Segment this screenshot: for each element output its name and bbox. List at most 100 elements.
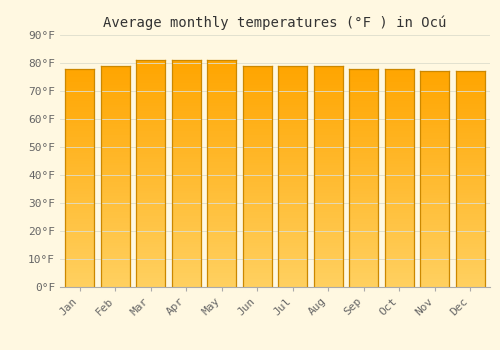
Bar [385, 273, 414, 276]
Bar [420, 211, 450, 214]
Bar [314, 220, 343, 223]
Bar [65, 148, 94, 150]
Bar [385, 240, 414, 243]
Bar [456, 222, 485, 225]
Bar [242, 135, 272, 138]
Bar [456, 79, 485, 82]
Bar [172, 91, 200, 94]
Bar [242, 190, 272, 193]
Bar [242, 188, 272, 190]
Bar [456, 109, 485, 112]
Bar [136, 77, 165, 80]
Bar [207, 171, 236, 174]
Bar [350, 265, 378, 268]
Bar [456, 228, 485, 230]
Bar [65, 79, 94, 82]
Bar [385, 279, 414, 281]
Bar [385, 153, 414, 156]
Bar [420, 249, 450, 252]
Bar [420, 109, 450, 112]
Bar [420, 268, 450, 271]
Bar [456, 187, 485, 190]
Bar [65, 74, 94, 77]
Bar [278, 190, 308, 193]
Bar [136, 122, 165, 125]
Bar [456, 106, 485, 109]
Bar [420, 133, 450, 136]
Bar [456, 203, 485, 206]
Bar [456, 220, 485, 222]
Bar [242, 271, 272, 273]
Bar [172, 83, 200, 86]
Bar [136, 253, 165, 256]
Bar [136, 159, 165, 162]
Bar [172, 120, 200, 122]
Bar [456, 217, 485, 220]
Bar [207, 216, 236, 219]
Bar [65, 257, 94, 260]
Bar [136, 236, 165, 239]
Bar [278, 135, 308, 138]
Bar [207, 219, 236, 222]
Bar [314, 232, 343, 235]
Bar [420, 179, 450, 182]
Bar [350, 202, 378, 205]
Bar [420, 144, 450, 147]
Bar [172, 259, 200, 261]
Bar [100, 88, 130, 91]
Bar [385, 211, 414, 213]
Bar [136, 279, 165, 281]
Bar [456, 122, 485, 125]
Bar [420, 252, 450, 255]
Bar [278, 113, 308, 116]
Bar [136, 151, 165, 154]
Bar [172, 270, 200, 273]
Bar [420, 284, 450, 287]
Bar [456, 284, 485, 287]
Bar [242, 66, 272, 69]
Bar [420, 195, 450, 198]
Bar [385, 222, 414, 224]
Bar [65, 271, 94, 273]
Bar [456, 230, 485, 233]
Bar [65, 107, 94, 110]
Bar [65, 194, 94, 197]
Bar [278, 201, 308, 204]
Bar [100, 174, 130, 176]
Bar [172, 142, 200, 145]
Bar [65, 202, 94, 205]
Bar [172, 151, 200, 154]
Bar [136, 176, 165, 179]
Bar [350, 246, 378, 249]
Bar [350, 110, 378, 112]
Bar [207, 210, 236, 213]
Bar [242, 243, 272, 246]
Bar [172, 222, 200, 225]
Bar [456, 249, 485, 252]
Bar [350, 194, 378, 197]
Bar [278, 69, 308, 71]
Bar [172, 267, 200, 270]
Bar [456, 152, 485, 155]
Bar [172, 140, 200, 142]
Bar [456, 201, 485, 203]
Bar [350, 69, 378, 71]
Bar [385, 137, 414, 140]
Bar [100, 198, 130, 201]
Bar [420, 220, 450, 222]
Bar [314, 138, 343, 140]
Bar [100, 220, 130, 223]
Bar [136, 194, 165, 196]
Bar [350, 262, 378, 265]
Bar [172, 182, 200, 185]
Bar [456, 179, 485, 182]
Bar [100, 91, 130, 93]
Bar [65, 181, 94, 183]
Bar [100, 77, 130, 79]
Bar [385, 281, 414, 284]
Bar [100, 234, 130, 237]
Bar [136, 174, 165, 176]
Bar [385, 227, 414, 230]
Bar [350, 112, 378, 115]
Bar [207, 114, 236, 117]
